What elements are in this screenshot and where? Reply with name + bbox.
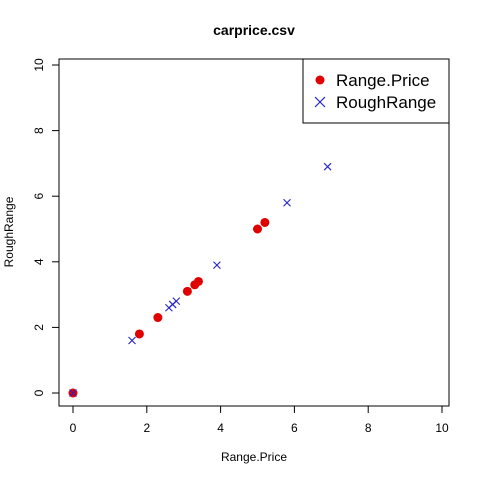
point-roughrange: [172, 297, 181, 306]
legend-marker-rough-range: [314, 96, 326, 108]
x-tick-label: 6: [291, 421, 298, 435]
y-tick-label: 6: [32, 193, 46, 200]
x-axis-label: Range.Price: [221, 450, 287, 464]
y-tick-label: 0: [32, 389, 46, 396]
point-range-price: [182, 286, 192, 296]
x-tick-label: 8: [365, 421, 372, 435]
point-roughrange: [213, 261, 221, 269]
point-range-price: [153, 313, 163, 323]
point-roughrange: [69, 389, 77, 397]
point-range-price: [134, 329, 144, 339]
y-tick-label: 8: [32, 127, 46, 134]
point-roughrange: [128, 336, 136, 345]
x-tick-label: 10: [435, 421, 449, 435]
point-roughrange: [323, 162, 332, 171]
point-range-price: [260, 217, 270, 227]
x-tick-label: 0: [70, 421, 77, 435]
chart-title: carprice.csv: [213, 22, 295, 38]
point-range-price: [193, 276, 203, 286]
legend-label-range-price: Range.Price: [336, 71, 430, 90]
data-points: [68, 162, 332, 398]
y-tick-label: 2: [32, 324, 46, 331]
y-tick-label: 4: [32, 258, 46, 265]
x-tick-label: 2: [143, 421, 150, 435]
legend-box: [302, 58, 450, 124]
legend-label-rough-range: RoughRange: [336, 93, 436, 112]
point-range-price: [253, 224, 262, 234]
x-axis: 0 2 4 6 8 10: [70, 405, 449, 435]
y-axis: 0 2 4 6 8 10: [32, 58, 60, 396]
y-tick-label: 10: [32, 58, 46, 72]
x-tick-label: 4: [217, 421, 224, 435]
legend-marker-range-price: [315, 75, 325, 85]
point-roughrange: [283, 198, 291, 207]
legend: Range.Price RoughRange: [302, 58, 450, 124]
y-axis-label: RoughRange: [2, 196, 16, 267]
